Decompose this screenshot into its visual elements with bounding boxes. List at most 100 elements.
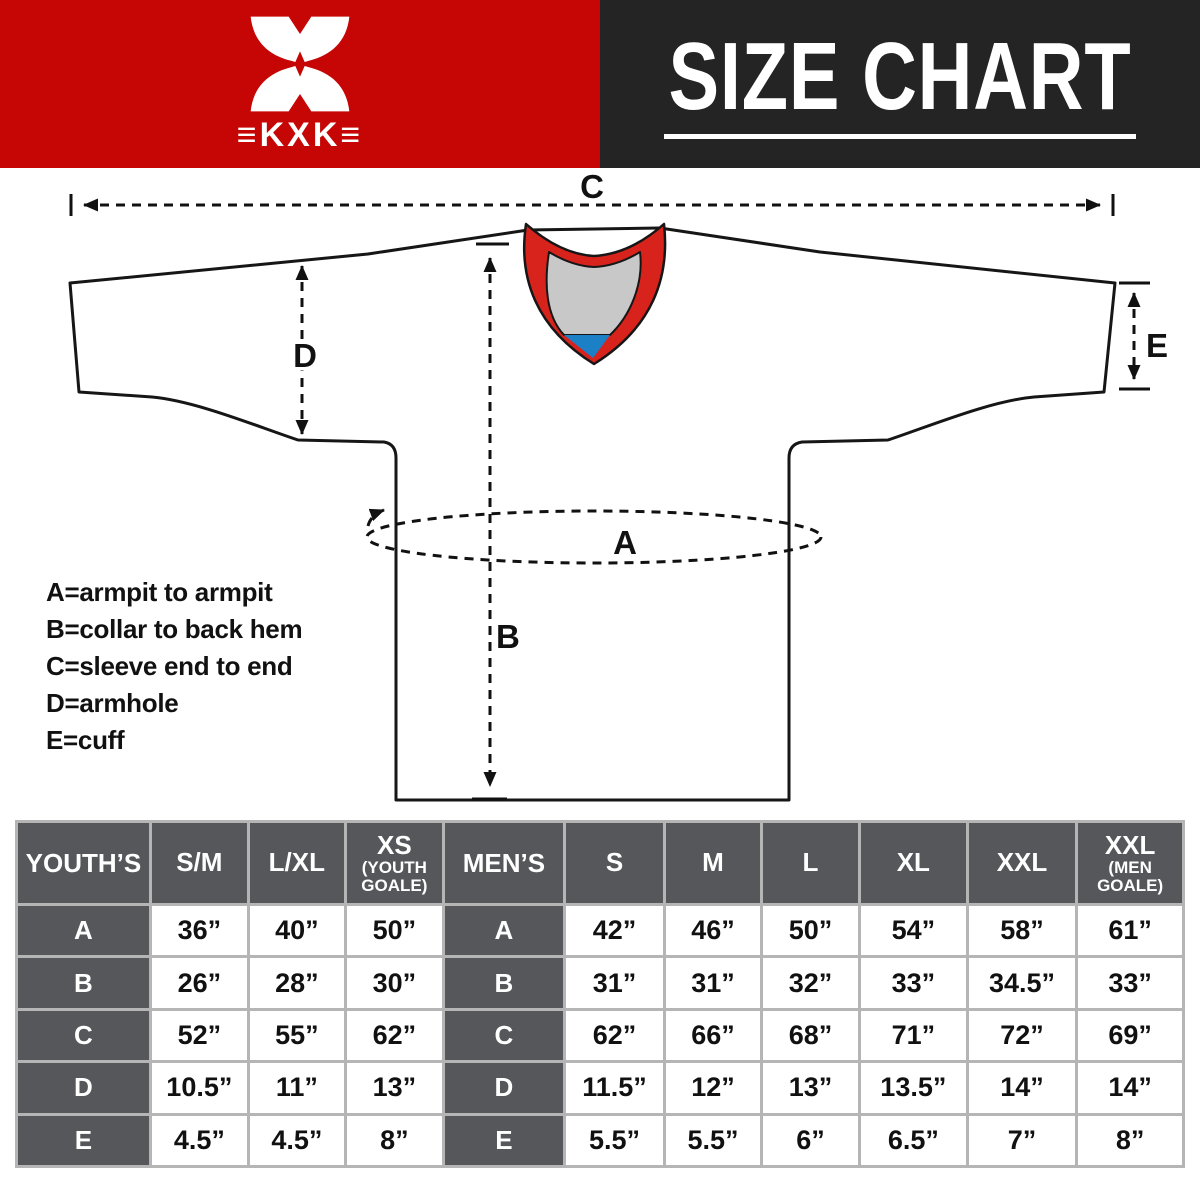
youth-column-header: S/M (151, 823, 247, 903)
men-cell: 6” (763, 1115, 858, 1165)
men-cell: 33” (861, 958, 966, 1008)
youth-column-header-main: XS (376, 829, 412, 860)
men-cell: 71” (861, 1010, 966, 1061)
men-row-label: A (444, 906, 564, 956)
youth-cell: 36” (151, 906, 247, 956)
men-cell: 11.5” (566, 1063, 663, 1113)
men-cell: 50” (763, 906, 858, 956)
men-column-header-main: L (802, 847, 819, 878)
men-column-header: XXL (MEN GOALE) (1078, 823, 1182, 903)
men-column-header-main: XL (896, 847, 930, 878)
men-column-header: M (666, 823, 760, 903)
kxk-logo-icon (250, 16, 350, 111)
men-group-header: MEN’S (444, 823, 564, 903)
youth-row-label: A (18, 906, 149, 956)
youth-cell: 4.5” (151, 1115, 247, 1165)
legend-line-c: C=sleeve end to end (46, 651, 293, 681)
men-row-label: C (444, 1010, 564, 1061)
page-title: SIZE CHART (668, 23, 1132, 130)
brand-panel: ≡KXK≡ (0, 0, 600, 168)
youth-cell: 26” (151, 958, 247, 1008)
men-column-header-main: M (702, 847, 724, 878)
youth-cell: 30” (346, 958, 442, 1008)
men-cell: 34.5” (968, 958, 1076, 1008)
men-cell: 42” (566, 906, 663, 956)
men-row-label: E (444, 1115, 564, 1165)
youth-column-header-main: L/XL (268, 847, 325, 878)
youth-column-header: L/XL (249, 823, 344, 903)
men-cell: 33” (1078, 958, 1182, 1008)
legend-line-e: E=cuff (46, 725, 125, 755)
men-cell: 5.5” (666, 1115, 760, 1165)
men-cell: 6.5” (861, 1115, 966, 1165)
girth-arrow-a (366, 508, 385, 527)
youth-cell: 13” (346, 1063, 442, 1113)
collar-accent (564, 335, 610, 358)
men-column-header-sub: (MEN GOALE) (1097, 857, 1164, 895)
men-row-label: D (444, 1063, 564, 1113)
men-cell: 13.5” (861, 1063, 966, 1113)
men-cell: 46” (666, 906, 760, 956)
men-cell: 7” (968, 1115, 1076, 1165)
men-cell: 66” (666, 1010, 760, 1061)
youth-column-header-sub: (YOUTH GOALE) (361, 857, 428, 895)
men-cell: 61” (1078, 906, 1182, 956)
men-cell: 13” (763, 1063, 858, 1113)
marker-label-c: C (580, 168, 604, 205)
men-column-header: XL (861, 823, 966, 903)
youth-cell: 28” (249, 958, 344, 1008)
men-cell: 62” (566, 1010, 663, 1061)
marker-label-e: E (1146, 327, 1168, 364)
youth-group-header: YOUTH’S (18, 823, 149, 903)
men-column-header: L (763, 823, 858, 903)
youth-row-label: C (18, 1010, 149, 1061)
legend-line-a: A=armpit to armpit (46, 577, 273, 607)
youth-cell: 40” (249, 906, 344, 956)
men-column-header: S (566, 823, 663, 903)
measurement-legend: A=armpit to armpit B=collar to back hem … (46, 574, 303, 759)
youth-cell: 55” (249, 1010, 344, 1061)
men-cell: 31” (566, 958, 663, 1008)
youth-cell: 52” (151, 1010, 247, 1061)
men-column-header-main: S (605, 847, 624, 878)
men-cell: 14” (1078, 1063, 1182, 1113)
marker-label-a: A (613, 524, 637, 561)
youth-row-label: B (18, 958, 149, 1008)
youth-cell: 4.5” (249, 1115, 344, 1165)
men-cell: 12” (666, 1063, 760, 1113)
youth-cell: 50” (346, 906, 442, 956)
men-cell: 14” (968, 1063, 1076, 1113)
title-panel: SIZE CHART (600, 0, 1200, 168)
jersey-body (68, 226, 1117, 802)
youth-cell: 11” (249, 1063, 344, 1113)
title-underline (664, 134, 1136, 139)
men-column-header: XXL (968, 823, 1076, 903)
youth-row-label: E (18, 1115, 149, 1165)
men-cell: 32” (763, 958, 858, 1008)
legend-line-b: B=collar to back hem (46, 614, 303, 644)
men-column-header-main: XXL (996, 847, 1048, 878)
men-column-header-main: XXL (1104, 829, 1156, 860)
men-cell: 58” (968, 906, 1076, 956)
youth-column-header: XS (YOUTH GOALE) (346, 823, 442, 903)
men-cell: 54” (861, 906, 966, 956)
men-cell: 31” (666, 958, 760, 1008)
marker-label-b: B (496, 618, 520, 655)
girth-ellipse-a (365, 509, 823, 565)
youth-cell: 10.5” (151, 1063, 247, 1113)
header: ≡KXK≡ SIZE CHART (0, 0, 1200, 168)
youth-row-label: D (18, 1063, 149, 1113)
legend-line-d: D=armhole (46, 688, 179, 718)
collar-inner (545, 251, 642, 336)
youth-cell: 62” (346, 1010, 442, 1061)
youth-cell: 8” (346, 1115, 442, 1165)
jersey-measurement-diagram: C D E B A (68, 168, 1172, 802)
men-cell: 8” (1078, 1115, 1182, 1165)
men-cell: 5.5” (566, 1115, 663, 1165)
youth-column-header-main: S/M (176, 847, 223, 878)
marker-label-d: D (293, 337, 317, 374)
size-table: YOUTH’S S/M L/XL XS (YOUTH GOALE) MEN’S S M L XL X… (15, 820, 1185, 1168)
brand-wordmark: ≡KXK≡ (236, 115, 364, 154)
men-cell: 68” (763, 1010, 858, 1061)
